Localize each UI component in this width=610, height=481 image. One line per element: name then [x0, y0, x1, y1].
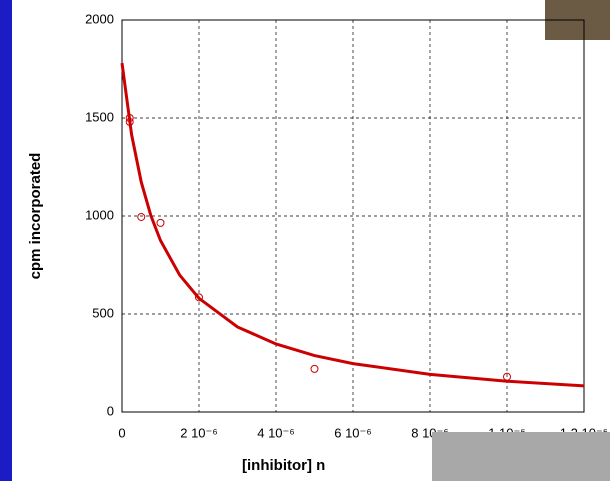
- x-axis-title: [inhibitor] n: [242, 457, 325, 474]
- data-point: [310, 364, 319, 373]
- panel: [12, 0, 610, 481]
- x-tick-label: 4 10⁻⁶: [257, 425, 295, 440]
- y-tick-label: 1500: [85, 109, 114, 124]
- y-tick-label: 1000: [85, 207, 114, 222]
- x-tick-label: 6 10⁻⁶: [334, 425, 372, 440]
- data-point: [195, 293, 203, 302]
- data-point: [137, 212, 146, 221]
- y-tick-label: 0: [107, 403, 114, 418]
- y-tick-label: 2000: [85, 11, 114, 26]
- fit-curve: [120, 62, 585, 388]
- x-tick-label: 2 10⁻⁶: [180, 425, 218, 440]
- x-tick-label: 0: [118, 425, 125, 440]
- y-tick-label: 500: [92, 305, 114, 320]
- y-axis-title: cpm incorporated: [27, 153, 44, 280]
- data-point: [156, 218, 165, 227]
- photo-fragment: [432, 432, 610, 481]
